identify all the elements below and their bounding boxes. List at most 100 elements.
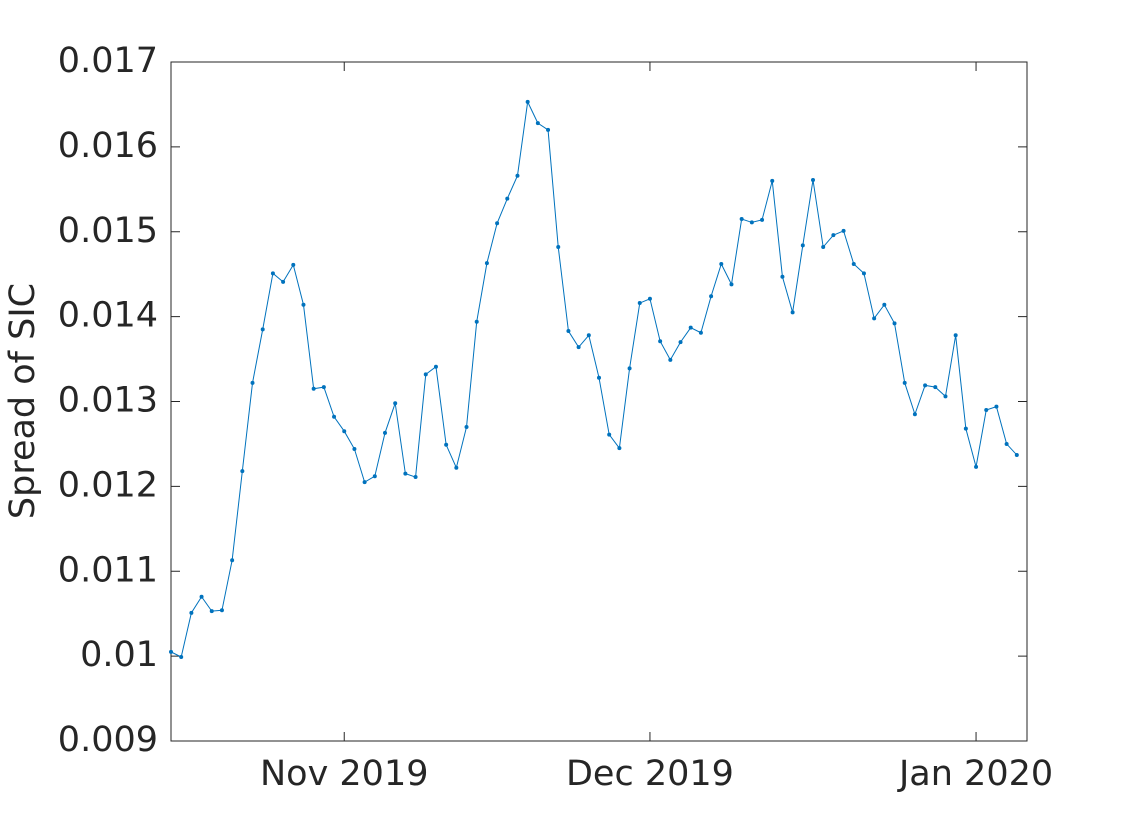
- y-tick-label: 0.015: [58, 211, 158, 251]
- data-point: [362, 480, 367, 485]
- data-point: [709, 294, 714, 299]
- y-tick-label: 0.017: [58, 41, 158, 81]
- data-point: [270, 271, 275, 276]
- data-point: [953, 333, 958, 338]
- data-point: [811, 177, 815, 182]
- data-point: [383, 430, 387, 435]
- data-point: [352, 447, 357, 452]
- y-tick-label: 0.014: [58, 296, 158, 336]
- data-point: [230, 558, 235, 563]
- data-point: [342, 429, 347, 434]
- y-tick-label: 0.013: [58, 381, 158, 421]
- data-point: [464, 424, 469, 429]
- data-point: [780, 274, 785, 279]
- y-tick-label: 0.009: [58, 720, 158, 760]
- data-point: [821, 245, 826, 250]
- data-point: [209, 609, 214, 614]
- data-point: [535, 121, 540, 126]
- data-point: [749, 220, 754, 225]
- data-point: [556, 245, 561, 250]
- plot-area: [170, 61, 1028, 742]
- data-point: [332, 414, 337, 419]
- data-point: [576, 345, 581, 350]
- data-point: [770, 178, 775, 183]
- y-tick-label: 0.012: [58, 465, 158, 505]
- data-point: [647, 296, 652, 301]
- data-point: [617, 446, 622, 451]
- data-point: [790, 310, 795, 315]
- x-tick-label: Jan 2020: [897, 754, 1053, 794]
- data-point: [219, 608, 224, 613]
- data-point: [586, 333, 591, 338]
- data-point: [678, 340, 683, 345]
- data-point: [474, 319, 479, 324]
- x-tick-label: Dec 2019: [566, 754, 734, 794]
- data-point: [281, 279, 286, 284]
- data-point: [963, 426, 968, 431]
- data-point: [311, 386, 316, 391]
- data-point: [729, 282, 734, 287]
- data-point: [403, 471, 408, 476]
- data-point: [444, 442, 449, 447]
- y-tick-label: 0.011: [58, 550, 158, 590]
- data-point: [189, 610, 194, 615]
- data-point: [291, 262, 296, 267]
- data-point: [912, 412, 917, 417]
- data-point: [169, 649, 173, 654]
- data-point: [1004, 441, 1009, 446]
- data-point: [525, 99, 530, 104]
- data-point: [495, 221, 500, 226]
- data-point: [393, 401, 398, 406]
- data-point: [637, 301, 642, 306]
- data-point: [505, 196, 510, 201]
- y-axis-label: Spread of SIC: [3, 283, 43, 519]
- y-tick-label: 0.016: [58, 126, 158, 166]
- data-point: [974, 464, 979, 469]
- data-point: [321, 385, 326, 390]
- data-point: [484, 261, 489, 266]
- data-point: [861, 271, 866, 276]
- data-point: [607, 432, 612, 437]
- data-point: [841, 228, 846, 233]
- data-point: [933, 385, 938, 390]
- data-point: [943, 394, 948, 399]
- data-point: [413, 475, 418, 480]
- data-point: [719, 262, 724, 267]
- data-point: [515, 173, 520, 178]
- x-tick-label: Nov 2019: [260, 754, 429, 794]
- data-point: [698, 330, 703, 335]
- data-point: [882, 302, 887, 307]
- data-point: [851, 262, 856, 267]
- data-point: [668, 357, 673, 362]
- data-point: [566, 329, 571, 334]
- data-point: [923, 383, 928, 388]
- data-point: [902, 380, 907, 385]
- data-point: [454, 465, 459, 470]
- data-point: [627, 366, 632, 371]
- data-point: [240, 469, 245, 474]
- data-point: [831, 233, 836, 238]
- data-point: [433, 364, 438, 369]
- data-point: [658, 339, 663, 344]
- data-point: [372, 474, 377, 479]
- data-point: [872, 316, 877, 321]
- data-point: [994, 404, 999, 409]
- y-tick-label: 0.01: [80, 635, 158, 675]
- data-point: [250, 380, 255, 385]
- data-point: [423, 372, 428, 377]
- data-point: [1014, 452, 1019, 457]
- data-point: [800, 243, 805, 248]
- data-point: [892, 321, 897, 326]
- data-point: [199, 594, 204, 599]
- data-point: [984, 407, 989, 412]
- data-point: [688, 325, 693, 330]
- series-line: [170, 100, 1018, 658]
- data-point: [179, 654, 184, 659]
- data-point: [301, 302, 306, 307]
- data-point: [760, 217, 765, 222]
- data-point: [260, 327, 265, 332]
- data-point: [739, 217, 744, 222]
- data-point: [546, 127, 551, 132]
- data-point: [597, 375, 601, 380]
